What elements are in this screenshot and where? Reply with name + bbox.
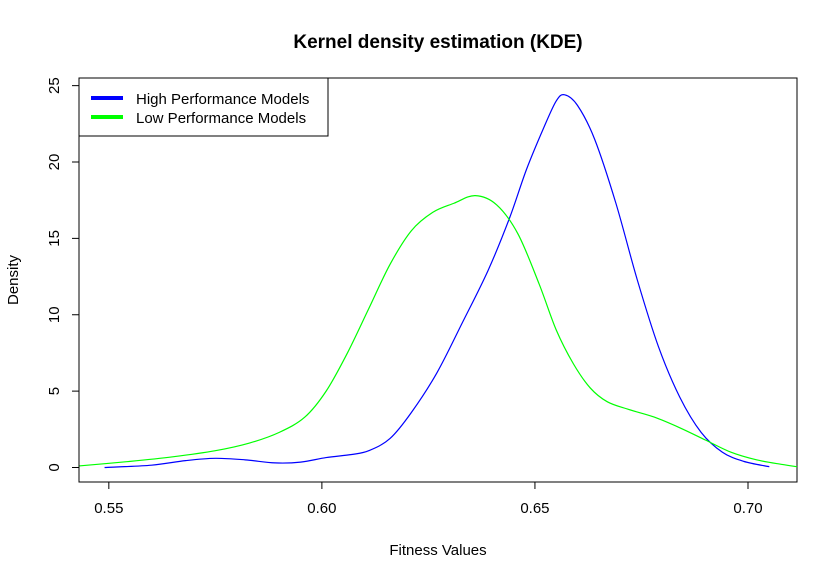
series-layer [78,94,798,469]
legend-label-high-performance: High Performance Models [136,91,309,108]
series-line-high-performance-models [104,94,770,469]
y-axis: 0 5 10 15 20 25 [46,77,80,472]
x-axis-label: Fitness Values [389,542,486,559]
chart-title: Kernel density estimation (KDE) [293,32,582,53]
plot-frame [78,77,798,483]
x-tick-label: 0.60 [307,500,336,517]
y-tick-label: 0 [46,463,63,471]
series-line-low-performance-models [78,195,798,468]
x-tick-label: 0.55 [94,500,123,517]
y-tick-label: 25 [46,77,63,94]
y-tick-label: 10 [46,306,63,323]
legend-box [78,77,329,137]
y-tick-label: 5 [46,387,63,395]
x-tick-label: 0.65 [520,500,549,517]
legend: High Performance Models Low Performance … [78,77,329,137]
x-tick-label: 0.70 [733,500,762,517]
y-tick-label: 20 [46,154,63,171]
x-axis: 0.55 0.60 0.65 0.70 [94,481,763,517]
y-axis-label: Density [5,254,22,305]
y-tick-label: 15 [46,230,63,247]
legend-label-low-performance: Low Performance Models [136,110,306,127]
